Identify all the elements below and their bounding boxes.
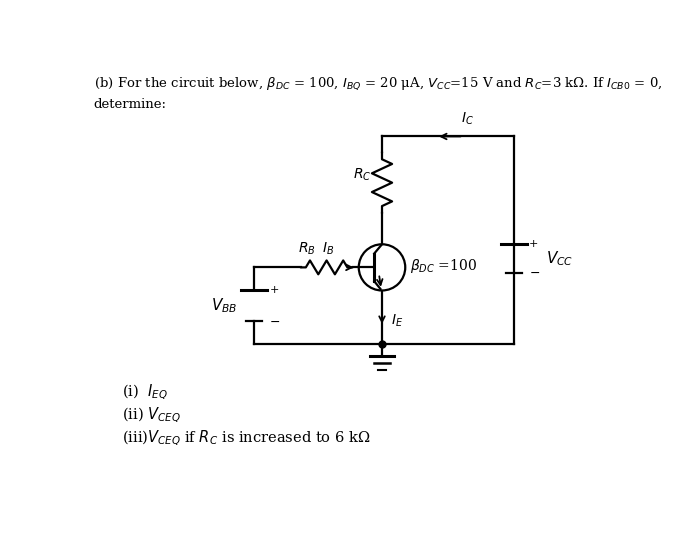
Text: +: + — [529, 238, 538, 248]
Text: (b) For the circuit below, $\beta_{DC}$ = 100, $I_{BQ}$ = 20 μA, $V_{CC}$=15 V a: (b) For the circuit below, $\beta_{DC}$ … — [94, 75, 662, 91]
Text: $I_E$: $I_E$ — [391, 313, 403, 329]
Text: (i)  $I_{EQ}$: (i) $I_{EQ}$ — [122, 383, 168, 402]
Text: $V_{CC}$: $V_{CC}$ — [546, 249, 573, 268]
Text: $V_{BB}$: $V_{BB}$ — [211, 296, 237, 315]
Text: $I_B$: $I_B$ — [322, 241, 334, 258]
Text: (iii)$V_{CEQ}$ if $R_C$ is increased to 6 kΩ: (iii)$V_{CEQ}$ if $R_C$ is increased to … — [122, 429, 371, 449]
Text: +: + — [270, 284, 279, 295]
Text: $\beta_{DC}$ =100: $\beta_{DC}$ =100 — [410, 257, 477, 275]
Text: (ii) $V_{CEQ}$: (ii) $V_{CEQ}$ — [122, 406, 181, 425]
Text: $R_C$: $R_C$ — [353, 167, 371, 183]
Text: determine:: determine: — [94, 98, 167, 111]
Text: −: − — [529, 267, 540, 280]
Text: −: − — [270, 316, 280, 329]
Circle shape — [358, 245, 405, 290]
Text: $I_C$: $I_C$ — [461, 111, 474, 127]
Text: $R_B$: $R_B$ — [298, 241, 316, 258]
